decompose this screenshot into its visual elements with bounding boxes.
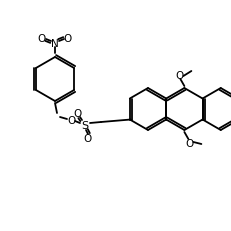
Text: O: O <box>84 134 92 143</box>
Text: O: O <box>175 71 183 81</box>
Text: O: O <box>67 116 75 125</box>
Text: O: O <box>38 34 46 44</box>
Text: S: S <box>82 121 88 131</box>
Text: O: O <box>185 138 194 148</box>
Text: O: O <box>64 34 72 44</box>
Text: N: N <box>51 39 59 49</box>
Text: O: O <box>73 109 81 119</box>
